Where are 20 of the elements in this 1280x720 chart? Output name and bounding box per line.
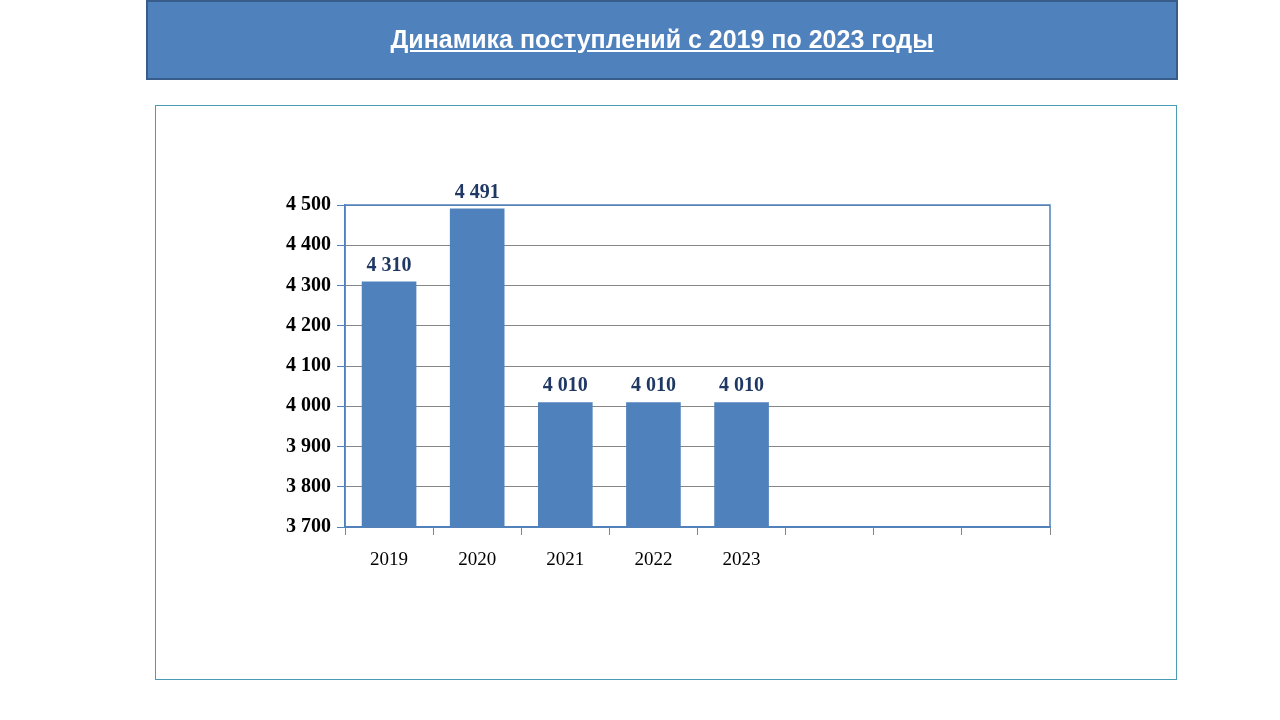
x-tick-label: 2022 xyxy=(634,548,673,570)
y-tick-label: 4 100 xyxy=(286,353,331,376)
y-tick-label: 4 000 xyxy=(286,393,331,416)
chart-title: Динамика поступлений с 2019 по 2023 годы xyxy=(390,25,934,53)
y-tick-label: 4 500 xyxy=(286,192,331,215)
y-tick-label: 4 400 xyxy=(286,232,331,255)
y-tick-label: 3 900 xyxy=(286,433,331,456)
data-label: 4 491 xyxy=(454,179,500,202)
data-label: 4 310 xyxy=(366,252,412,275)
data-label: 4 010 xyxy=(542,373,588,396)
y-tick-label: 3 700 xyxy=(286,514,331,537)
x-tick-label: 2019 xyxy=(370,548,409,570)
y-tick-label: 4 300 xyxy=(286,272,331,295)
y-tick-label: 4 200 xyxy=(286,312,331,335)
x-tick-label: 2023 xyxy=(722,548,761,570)
x-tick-label: 2020 xyxy=(458,548,497,570)
data-label: 4 010 xyxy=(719,373,765,396)
y-tick-label: 3 800 xyxy=(286,473,331,496)
data-label: 4 010 xyxy=(630,373,676,396)
x-tick-label: 2021 xyxy=(546,548,585,570)
